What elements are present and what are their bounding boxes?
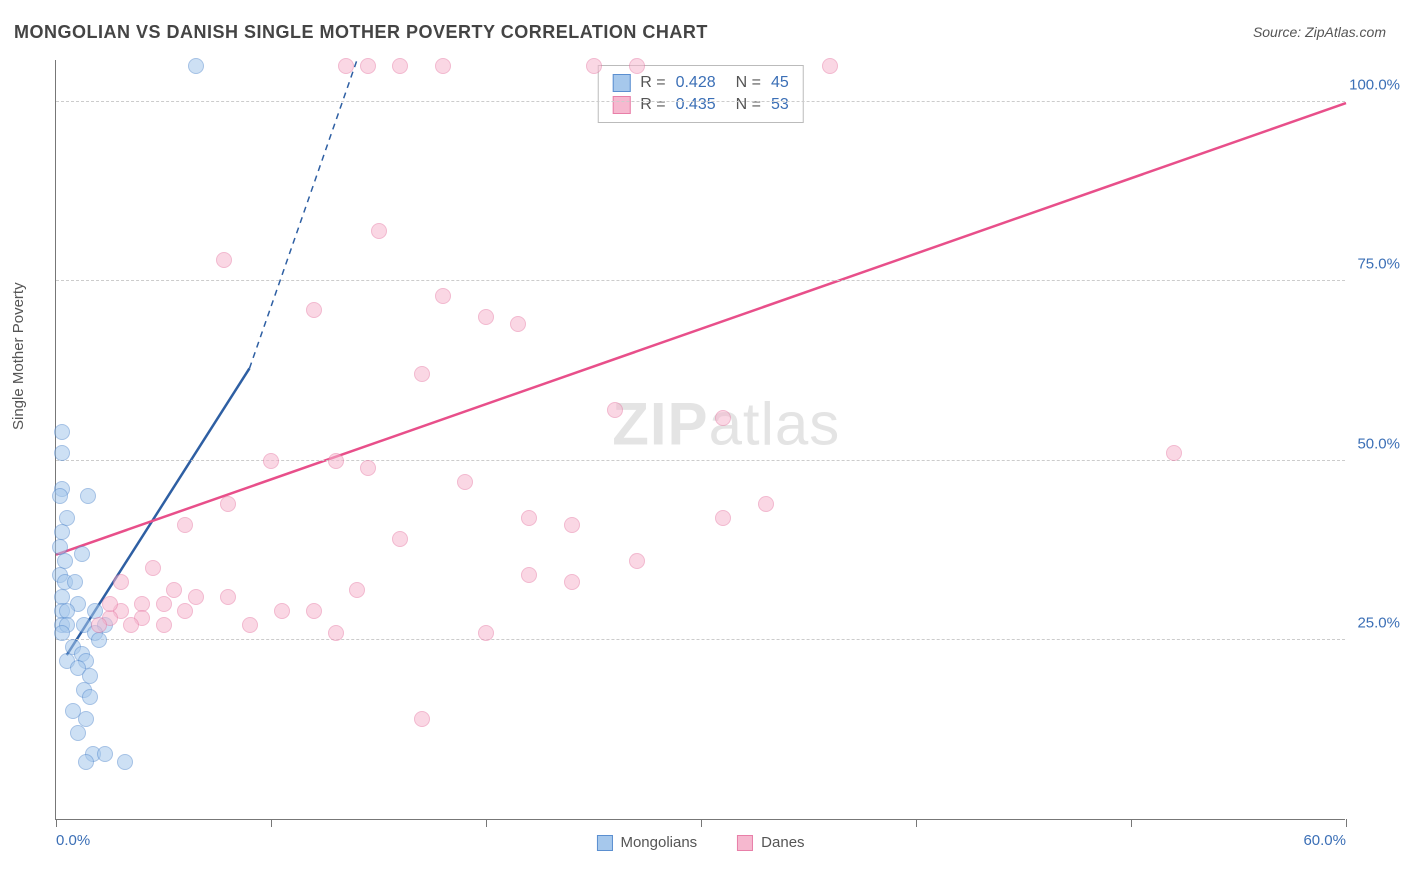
data-point [242, 617, 258, 633]
stats-row: R = 0.435N = 53 [612, 94, 789, 116]
data-point [156, 617, 172, 633]
data-point [188, 589, 204, 605]
legend-item: Mongolians [596, 834, 697, 851]
data-point [188, 58, 204, 74]
source-label: Source: ZipAtlas.com [1253, 24, 1386, 40]
data-point [360, 460, 376, 476]
data-point [54, 625, 70, 641]
y-axis-label: Single Mother Poverty [10, 282, 27, 430]
data-point [478, 309, 494, 325]
x-tick [56, 819, 57, 827]
data-point [54, 445, 70, 461]
data-point [822, 58, 838, 74]
gridline [56, 639, 1345, 640]
y-tick-label: 75.0% [1357, 256, 1400, 273]
data-point [758, 496, 774, 512]
data-point [607, 402, 623, 418]
y-tick-label: 50.0% [1357, 435, 1400, 452]
data-point [586, 58, 602, 74]
data-point [54, 524, 70, 540]
scatter-plot: ZIPatlas R = 0.428N = 45R = 0.435N = 53 … [55, 60, 1345, 820]
data-point [166, 582, 182, 598]
data-point [510, 316, 526, 332]
data-point [328, 453, 344, 469]
data-point [97, 746, 113, 762]
data-point [78, 711, 94, 727]
data-point [392, 531, 408, 547]
data-point [629, 553, 645, 569]
trend-lines [56, 60, 1346, 820]
data-point [102, 596, 118, 612]
x-tick [486, 819, 487, 827]
gridline [56, 101, 1345, 102]
x-tick [271, 819, 272, 827]
data-point [78, 754, 94, 770]
legend-item: Danes [737, 834, 804, 851]
data-point [117, 754, 133, 770]
data-point [715, 410, 731, 426]
data-point [54, 424, 70, 440]
chart-title: MONGOLIAN VS DANISH SINGLE MOTHER POVERT… [14, 22, 708, 43]
y-tick-label: 100.0% [1349, 77, 1400, 94]
data-point [478, 625, 494, 641]
data-point [521, 510, 537, 526]
stats-row: R = 0.428N = 45 [612, 72, 789, 94]
data-point [435, 288, 451, 304]
data-point [91, 632, 107, 648]
data-point [52, 488, 68, 504]
x-tick [1346, 819, 1347, 827]
data-point [123, 617, 139, 633]
data-point [70, 725, 86, 741]
data-point [349, 582, 365, 598]
data-point [177, 517, 193, 533]
data-point [338, 58, 354, 74]
gridline [56, 280, 1345, 281]
data-point [145, 560, 161, 576]
data-point [328, 625, 344, 641]
data-point [220, 496, 236, 512]
data-point [113, 574, 129, 590]
data-point [414, 711, 430, 727]
data-point [263, 453, 279, 469]
data-point [414, 366, 430, 382]
data-point [715, 510, 731, 526]
data-point [220, 589, 236, 605]
data-point [521, 567, 537, 583]
data-point [177, 603, 193, 619]
legend: Mongolians Danes [596, 834, 804, 851]
data-point [371, 223, 387, 239]
stats-box: R = 0.428N = 45R = 0.435N = 53 [597, 65, 804, 123]
data-point [360, 58, 376, 74]
x-tick [1131, 819, 1132, 827]
data-point [74, 546, 90, 562]
x-tick [701, 819, 702, 827]
data-point [457, 474, 473, 490]
data-point [629, 58, 645, 74]
gridline [56, 460, 1345, 461]
data-point [82, 689, 98, 705]
data-point [1166, 445, 1182, 461]
x-tick [916, 819, 917, 827]
data-point [392, 58, 408, 74]
data-point [435, 58, 451, 74]
data-point [306, 302, 322, 318]
data-point [274, 603, 290, 619]
y-tick-label: 25.0% [1357, 614, 1400, 631]
x-tick-label: 60.0% [1303, 832, 1346, 849]
data-point [80, 488, 96, 504]
data-point [216, 252, 232, 268]
data-point [156, 596, 172, 612]
data-point [306, 603, 322, 619]
data-point [564, 574, 580, 590]
x-tick-label: 0.0% [56, 832, 90, 849]
data-point [67, 574, 83, 590]
data-point [91, 617, 107, 633]
data-point [564, 517, 580, 533]
